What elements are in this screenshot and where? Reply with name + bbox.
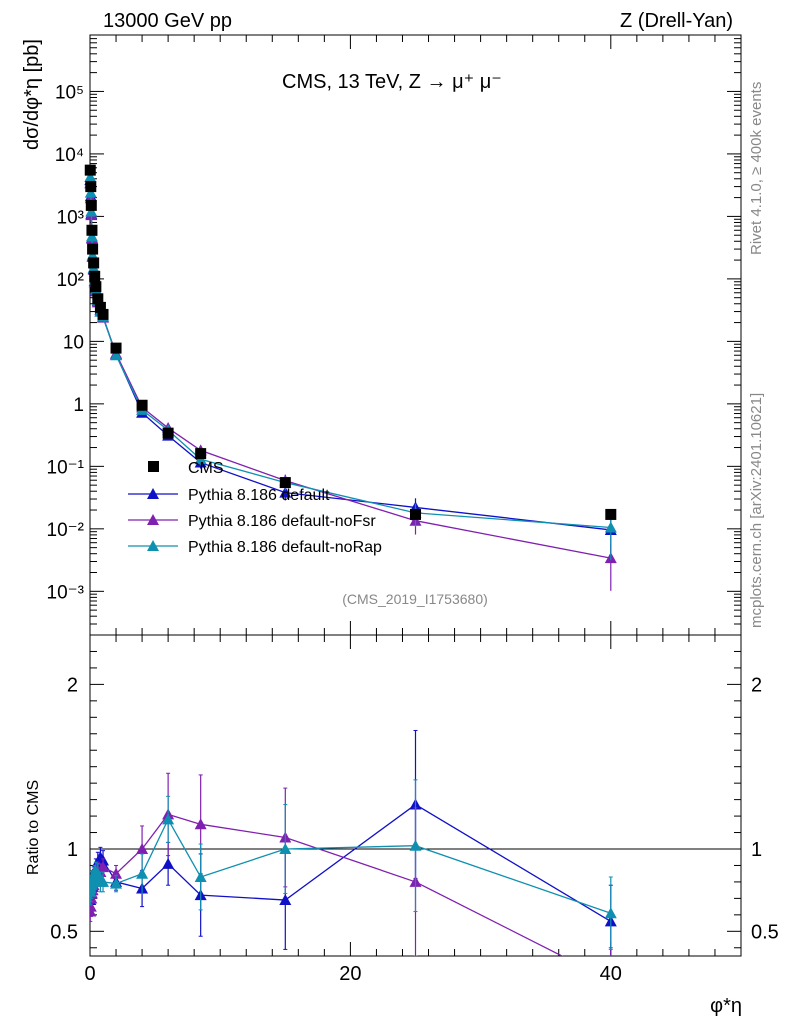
data-point bbox=[88, 257, 100, 269]
ratio-series-3 bbox=[90, 779, 617, 950]
data-point bbox=[84, 164, 96, 176]
y-tick-labels: 10⁻³ 10⁻² 10⁻¹ 1 10 10² 10³ 10⁴ 10⁵ bbox=[47, 82, 85, 603]
legend-label-nofsr: Pythia 8.186 default-noFsr bbox=[188, 513, 376, 530]
y-tick-label: 10⁵ bbox=[55, 82, 84, 103]
ratio-point bbox=[162, 857, 175, 869]
data-point bbox=[110, 342, 122, 354]
data-point bbox=[92, 293, 104, 305]
data-point bbox=[410, 508, 421, 520]
legend-marker-default bbox=[147, 488, 159, 499]
ratio-point bbox=[604, 907, 617, 919]
data-point bbox=[87, 243, 99, 255]
ratio-point bbox=[110, 877, 123, 889]
legend-label-norap: Pythia 8.186 default-noRap bbox=[188, 539, 382, 556]
legend-marker-cms bbox=[148, 461, 159, 472]
rivet-label: Rivet 4.1.0, ≥ 400k events bbox=[748, 82, 765, 255]
ratio-series-1 bbox=[90, 729, 617, 956]
series-1 bbox=[84, 174, 617, 563]
series-3 bbox=[84, 170, 617, 561]
data-point bbox=[85, 199, 97, 211]
header-left: 13000 GeV pp bbox=[103, 10, 232, 32]
x-tick-labels: 0 20 40 bbox=[84, 963, 621, 985]
y-tick-label: 10⁻³ bbox=[47, 582, 85, 603]
ratio-axis-title: Ratio to CMS bbox=[25, 780, 42, 875]
main-data bbox=[84, 164, 617, 591]
ratio-point bbox=[136, 843, 149, 854]
y-axis-title: dσ/dφ*η [pb] bbox=[21, 39, 43, 150]
legend-item-default: Pythia 8.186 default bbox=[128, 487, 330, 504]
data-point bbox=[136, 399, 148, 411]
legend-marker-nofsr bbox=[147, 514, 159, 525]
legend-item-norap: Pythia 8.186 default-noRap bbox=[128, 539, 382, 556]
data-point bbox=[85, 181, 97, 193]
legend-label-default: Pythia 8.186 default bbox=[188, 487, 330, 504]
y-tick-label: 10 bbox=[63, 332, 84, 353]
data-point bbox=[605, 508, 617, 520]
ratio-point bbox=[194, 818, 207, 830]
header-right: Z (Drell-Yan) bbox=[620, 10, 733, 32]
data-point bbox=[86, 249, 99, 261]
analysis-id: (CMS_2019_I1753680) bbox=[342, 591, 488, 607]
ratio-point bbox=[409, 839, 422, 851]
data-point bbox=[84, 186, 97, 198]
data-point bbox=[89, 270, 101, 282]
data-point bbox=[195, 448, 207, 460]
y-tick-label: 10⁻² bbox=[47, 520, 85, 541]
ratio-point bbox=[136, 867, 149, 879]
data-point bbox=[162, 427, 174, 439]
ratio-tick-label-right: 0.5 bbox=[751, 921, 779, 943]
ratio-series-group bbox=[90, 729, 617, 956]
data-point bbox=[94, 301, 106, 313]
ratio-tick-label-left: 1 bbox=[67, 839, 78, 861]
ratio-point bbox=[97, 861, 110, 873]
ratio-point bbox=[279, 843, 292, 854]
data-point bbox=[86, 224, 98, 236]
legend-item-nofsr: Pythia 8.186 default-noFsr bbox=[128, 513, 376, 530]
y-tick-label: 1 bbox=[73, 395, 84, 416]
y-tick-label: 10⁴ bbox=[55, 145, 84, 166]
x-tick-label: 0 bbox=[84, 963, 95, 985]
x-tick-label: 20 bbox=[339, 963, 361, 985]
data-point bbox=[84, 170, 97, 182]
ratio-tick-labels: 0.5 1 2 0.5 1 2 bbox=[50, 674, 779, 943]
ratio-tick-label-left: 0.5 bbox=[50, 921, 78, 943]
legend: CMS Pythia 8.186 default Pythia 8.186 de… bbox=[128, 460, 382, 556]
data-point bbox=[110, 349, 123, 361]
legend-label-cms: CMS bbox=[188, 460, 224, 477]
plot-title: CMS, 13 TeV, Z → μ⁺ μ⁻ bbox=[282, 71, 502, 93]
ratio-point bbox=[110, 867, 123, 879]
data-point bbox=[90, 281, 102, 293]
y-tick-label: 10⁻¹ bbox=[47, 457, 85, 478]
legend-item-cms: CMS bbox=[148, 460, 224, 477]
series-line bbox=[89, 183, 611, 559]
x-tick-label: 40 bbox=[600, 963, 622, 985]
y-tick-label: 10² bbox=[57, 270, 84, 291]
ratio-point bbox=[279, 894, 292, 906]
mcplots-label: mcplots.cern.ch [arXiv:2401.10621] bbox=[748, 393, 765, 628]
ratio-point bbox=[97, 875, 110, 887]
axis-ticks bbox=[89, 34, 742, 956]
data-point bbox=[85, 205, 98, 217]
series-cms bbox=[84, 164, 617, 520]
series-line bbox=[89, 180, 611, 531]
legend-marker-norap bbox=[147, 540, 159, 551]
data-point bbox=[279, 477, 291, 489]
x-axis-title: φ*η bbox=[710, 995, 742, 1017]
data-point bbox=[97, 308, 109, 320]
ratio-point bbox=[162, 813, 175, 825]
data-point bbox=[85, 230, 98, 242]
ratio-tick-label-right: 1 bbox=[751, 839, 762, 861]
y-tick-label: 10³ bbox=[57, 207, 84, 228]
data-point bbox=[279, 486, 292, 498]
ratio-data bbox=[90, 729, 617, 956]
ratio-tick-label-right: 2 bbox=[751, 674, 762, 696]
series-line bbox=[89, 176, 611, 529]
ratio-tick-label-left: 2 bbox=[67, 674, 78, 696]
ratio-point bbox=[194, 870, 207, 882]
data-point bbox=[604, 521, 617, 533]
